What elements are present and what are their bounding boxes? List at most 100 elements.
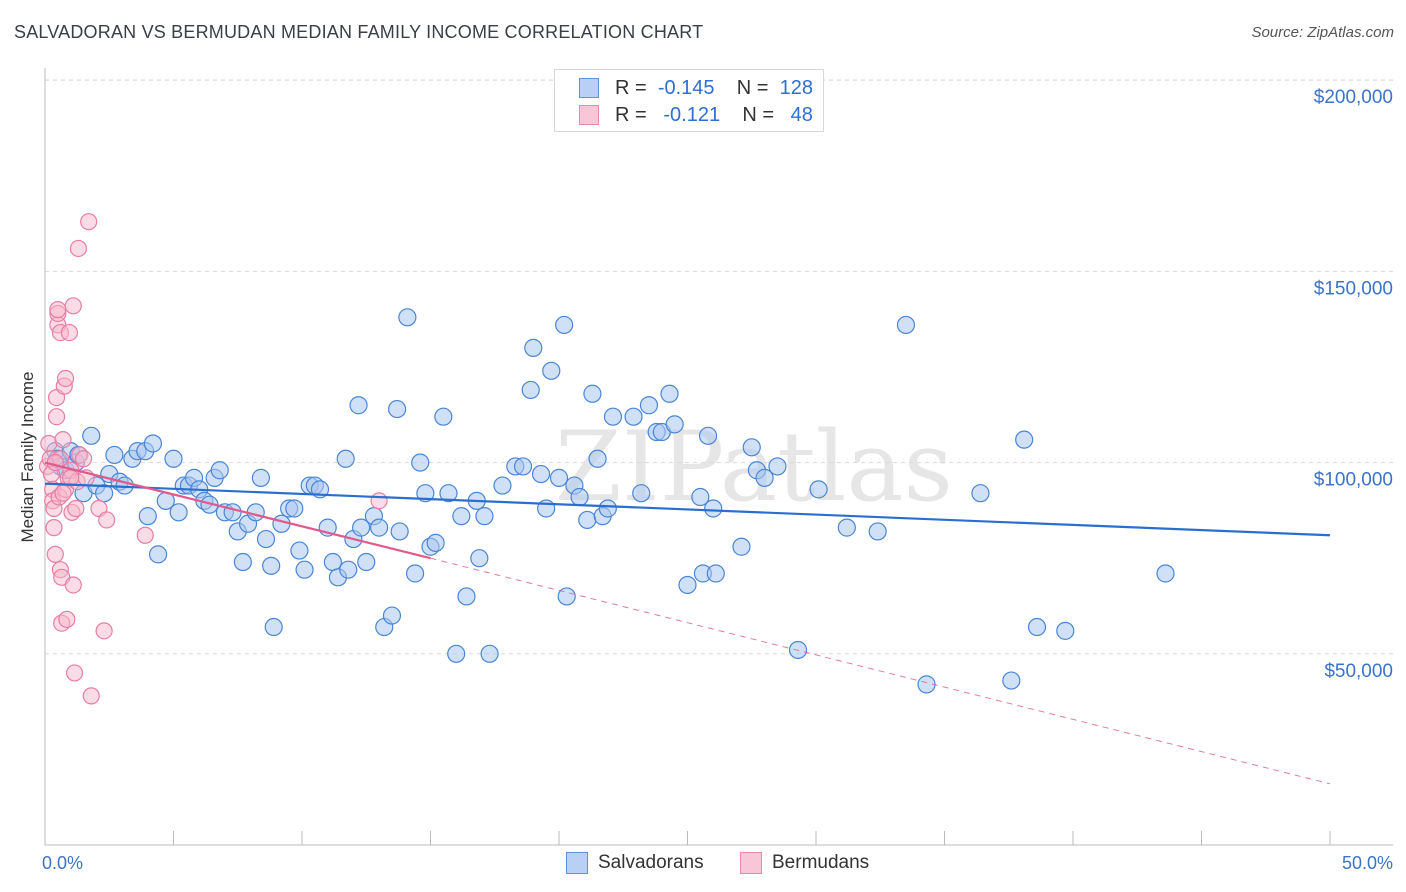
swatch-bermudans <box>740 852 762 874</box>
legend-r-value: -0.145 <box>657 76 715 99</box>
salvadoran-point <box>143 434 163 453</box>
salvadoran-point <box>531 464 551 484</box>
salvadoran-point <box>398 308 417 327</box>
salvadoran-point <box>809 480 828 499</box>
x-tick-label-min: 0.0% <box>42 853 83 873</box>
salvadoran-point <box>578 510 597 530</box>
salvadoran-point <box>513 457 533 476</box>
legend-swatch-bermudans <box>579 105 599 125</box>
salvadoran-point <box>447 644 466 663</box>
bermudan-point <box>49 301 67 319</box>
bermudan-point <box>56 369 75 388</box>
salvadoran-point <box>583 384 602 403</box>
salvadoran-point <box>262 556 281 575</box>
chart-title: SALVADORAN VS BERMUDAN MEDIAN FAMILY INC… <box>14 22 704 42</box>
salvadoran-point <box>542 361 561 380</box>
label-salvadorans: Salvadorans <box>598 852 704 873</box>
x-tick-label-max: 50.0% <box>1342 853 1393 873</box>
salvadoran-point <box>405 564 425 583</box>
salvadoran-point <box>285 499 304 518</box>
salvadoran-point <box>1015 430 1034 449</box>
salvadoran-point <box>837 518 856 537</box>
bermudan-point <box>95 622 113 640</box>
salvadoran-point <box>169 503 188 522</box>
legend-r-value: -0.121 <box>663 103 721 126</box>
legend-n-label: N = <box>736 76 769 99</box>
salvadoran-point <box>598 499 617 518</box>
salvadoran-point <box>457 587 476 606</box>
salvadoran-point <box>557 587 576 606</box>
salvadorans-trend-line <box>44 482 1331 537</box>
bermudan-point <box>60 323 79 342</box>
y-tick-label: $200,000 <box>1314 87 1393 108</box>
salvadoran-point <box>521 380 540 400</box>
bottom-legend-salvadorans: Salvadorans <box>566 852 704 874</box>
salvadoran-point <box>256 529 276 549</box>
salvadoran-point <box>434 407 453 426</box>
trend-lines <box>44 461 1331 785</box>
legend-n-label: N = <box>742 103 774 126</box>
salvadoran-point <box>439 484 458 503</box>
salvadoran-point <box>1056 621 1075 640</box>
bermudan-point <box>82 687 100 705</box>
salvadoran-point <box>349 396 368 415</box>
salvadoran-point <box>524 338 543 357</box>
bottom-legend-bermudans: Bermudans <box>740 852 869 874</box>
bermudan-point <box>67 499 85 518</box>
bermudan-point <box>136 526 154 544</box>
bermudans-trend-extension <box>430 557 1331 785</box>
salvadoran-point <box>323 552 342 572</box>
salvadoran-point <box>223 503 242 522</box>
source-credit: Source: ZipAtlas.com <box>1251 24 1394 41</box>
salvadoran-point <box>382 606 402 625</box>
salvadoran-point <box>732 537 751 556</box>
legend-swatch-salvadorans <box>579 78 599 98</box>
bermudan-point <box>64 576 82 594</box>
salvadoran-point <box>233 552 252 572</box>
salvadoran-point <box>210 461 229 480</box>
salvadoran-point <box>411 453 430 472</box>
swatch-salvadorans <box>566 852 588 874</box>
salvadoran-point <box>295 560 314 579</box>
salvadoran-point <box>290 541 309 560</box>
salvadoran-point <box>603 407 623 426</box>
salvadoran-point <box>493 476 512 495</box>
salvadoran-point <box>691 487 710 507</box>
bermudan-point <box>45 519 63 537</box>
bermudan-point <box>40 434 58 453</box>
salvadoran-point <box>138 507 157 526</box>
salvadoran-point <box>480 644 499 663</box>
salvadoran-point <box>588 449 607 468</box>
y-tick-label: $150,000 <box>1314 278 1393 299</box>
bermudan-point <box>370 492 388 510</box>
salvadoran-point <box>148 545 168 564</box>
bermudan-point <box>80 213 98 231</box>
salvadoran-point <box>1002 671 1021 690</box>
salvadoran-point <box>742 438 761 457</box>
salvadoran-point <box>82 426 101 445</box>
bermudan-point <box>54 484 72 502</box>
salvadoran-point <box>665 415 684 434</box>
salvadoran-point <box>452 507 471 526</box>
bermudan-point <box>64 297 82 315</box>
salvadoran-point <box>251 468 270 487</box>
salvadoran-point <box>555 315 574 335</box>
salvadoran-point <box>755 468 774 487</box>
salvadoran-point <box>164 449 183 468</box>
y-tick-label: $100,000 <box>1314 470 1393 491</box>
bermudan-point <box>74 450 93 468</box>
bermudan-point <box>46 454 64 472</box>
salvadoran-point <box>105 445 124 465</box>
bermudan-point <box>69 239 88 258</box>
bermudan-point <box>58 610 76 628</box>
label-bermudans: Bermudans <box>772 852 870 873</box>
salvadoran-point <box>390 522 409 541</box>
salvadoran-point <box>632 484 651 503</box>
salvadoran-point <box>660 384 679 403</box>
salvadoran-point <box>475 507 494 526</box>
bermudan-point <box>46 545 64 563</box>
legend-r-label: R = <box>615 103 647 126</box>
salvadorans-points <box>46 308 1175 694</box>
salvadoran-point <box>264 617 283 637</box>
